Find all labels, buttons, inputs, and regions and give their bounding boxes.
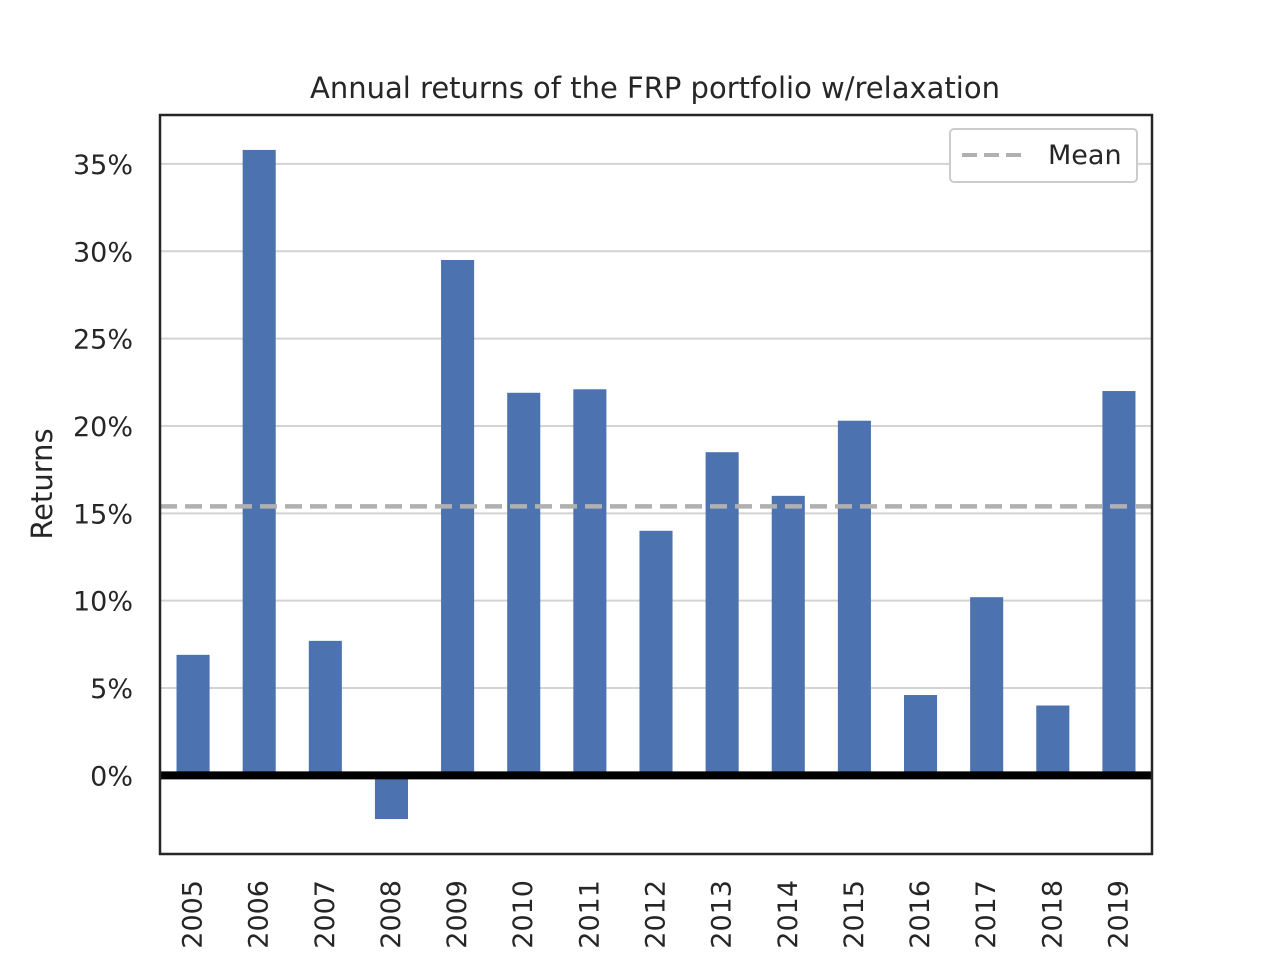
bar xyxy=(705,452,739,776)
y-tick-label: 30% xyxy=(73,237,133,268)
y-tick-label: 15% xyxy=(73,499,133,530)
bar xyxy=(176,654,210,776)
y-tick-labels: 0% 5% 10% 15% 20% 25% 30% 35% xyxy=(73,150,133,792)
x-tick-label: 2018 xyxy=(1037,880,1068,949)
bar xyxy=(441,260,475,776)
x-tick-label: 2006 xyxy=(244,880,275,949)
legend-frame xyxy=(949,128,1138,183)
y-tick-label: 10% xyxy=(73,587,133,618)
x-tick-label: 2015 xyxy=(839,880,870,949)
y-tick-label: 25% xyxy=(73,325,133,356)
x-tick-label: 2017 xyxy=(971,880,1002,949)
bar xyxy=(242,149,276,776)
bars-layer xyxy=(176,149,1136,820)
y-tick-label: 0% xyxy=(90,761,133,792)
x-tick-label: 2019 xyxy=(1103,880,1134,949)
bar xyxy=(308,640,342,776)
reference-lines-layer xyxy=(160,504,1152,780)
x-tick-label: 2016 xyxy=(905,880,936,949)
bar xyxy=(507,392,541,776)
bar xyxy=(1102,391,1136,776)
x-tick-label: 2008 xyxy=(376,880,407,949)
legend-mean-label: Mean xyxy=(1048,140,1122,171)
x-tick-label: 2010 xyxy=(508,880,539,949)
x-tick-label: 2007 xyxy=(310,880,341,949)
bar xyxy=(904,695,938,776)
y-tick-label: 20% xyxy=(73,412,133,443)
chart-title: Annual returns of the FRP portfolio w/re… xyxy=(310,71,1000,105)
plot-area-frame xyxy=(158,113,1154,856)
y-tick-label: 5% xyxy=(90,674,133,705)
x-tick-label: 2005 xyxy=(178,880,209,949)
x-tick-labels: 2005 2006 2007 2008 2009 2010 2011 2012 2013 2014… xyxy=(178,880,1135,949)
legend: Mean xyxy=(949,128,1138,183)
bar xyxy=(970,597,1004,776)
bar xyxy=(374,775,408,820)
bar xyxy=(771,495,805,776)
y-axis-label: Returns xyxy=(25,428,59,539)
bar xyxy=(1036,705,1070,776)
bar xyxy=(639,530,673,776)
bar xyxy=(573,389,607,776)
x-tick-label: 2009 xyxy=(442,880,473,949)
x-tick-label: 2011 xyxy=(574,880,605,949)
x-tick-label: 2014 xyxy=(773,880,804,949)
x-tick-label: 2013 xyxy=(707,880,738,949)
y-tick-label: 35% xyxy=(73,150,133,181)
bar xyxy=(837,420,871,776)
x-tick-label: 2012 xyxy=(641,880,672,949)
